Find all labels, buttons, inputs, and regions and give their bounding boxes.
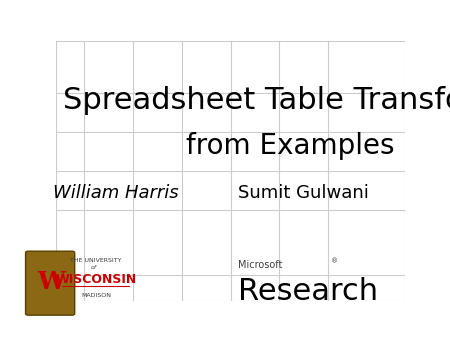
Text: Research: Research — [238, 277, 378, 306]
Text: THE UNIVERSITY: THE UNIVERSITY — [70, 258, 122, 263]
Text: Sumit Gulwani: Sumit Gulwani — [238, 184, 369, 202]
Text: Microsoft: Microsoft — [238, 260, 283, 270]
Text: W: W — [37, 270, 65, 294]
Text: MADISON: MADISON — [81, 293, 111, 297]
Text: Spreadsheet Table Transformations: Spreadsheet Table Transformations — [63, 86, 450, 115]
Text: WISCONSIN: WISCONSIN — [55, 273, 137, 286]
Text: from Examples: from Examples — [186, 132, 395, 160]
FancyBboxPatch shape — [26, 251, 75, 315]
Text: ®: ® — [331, 259, 338, 265]
Text: of: of — [90, 265, 97, 270]
Text: William Harris: William Harris — [53, 184, 178, 202]
